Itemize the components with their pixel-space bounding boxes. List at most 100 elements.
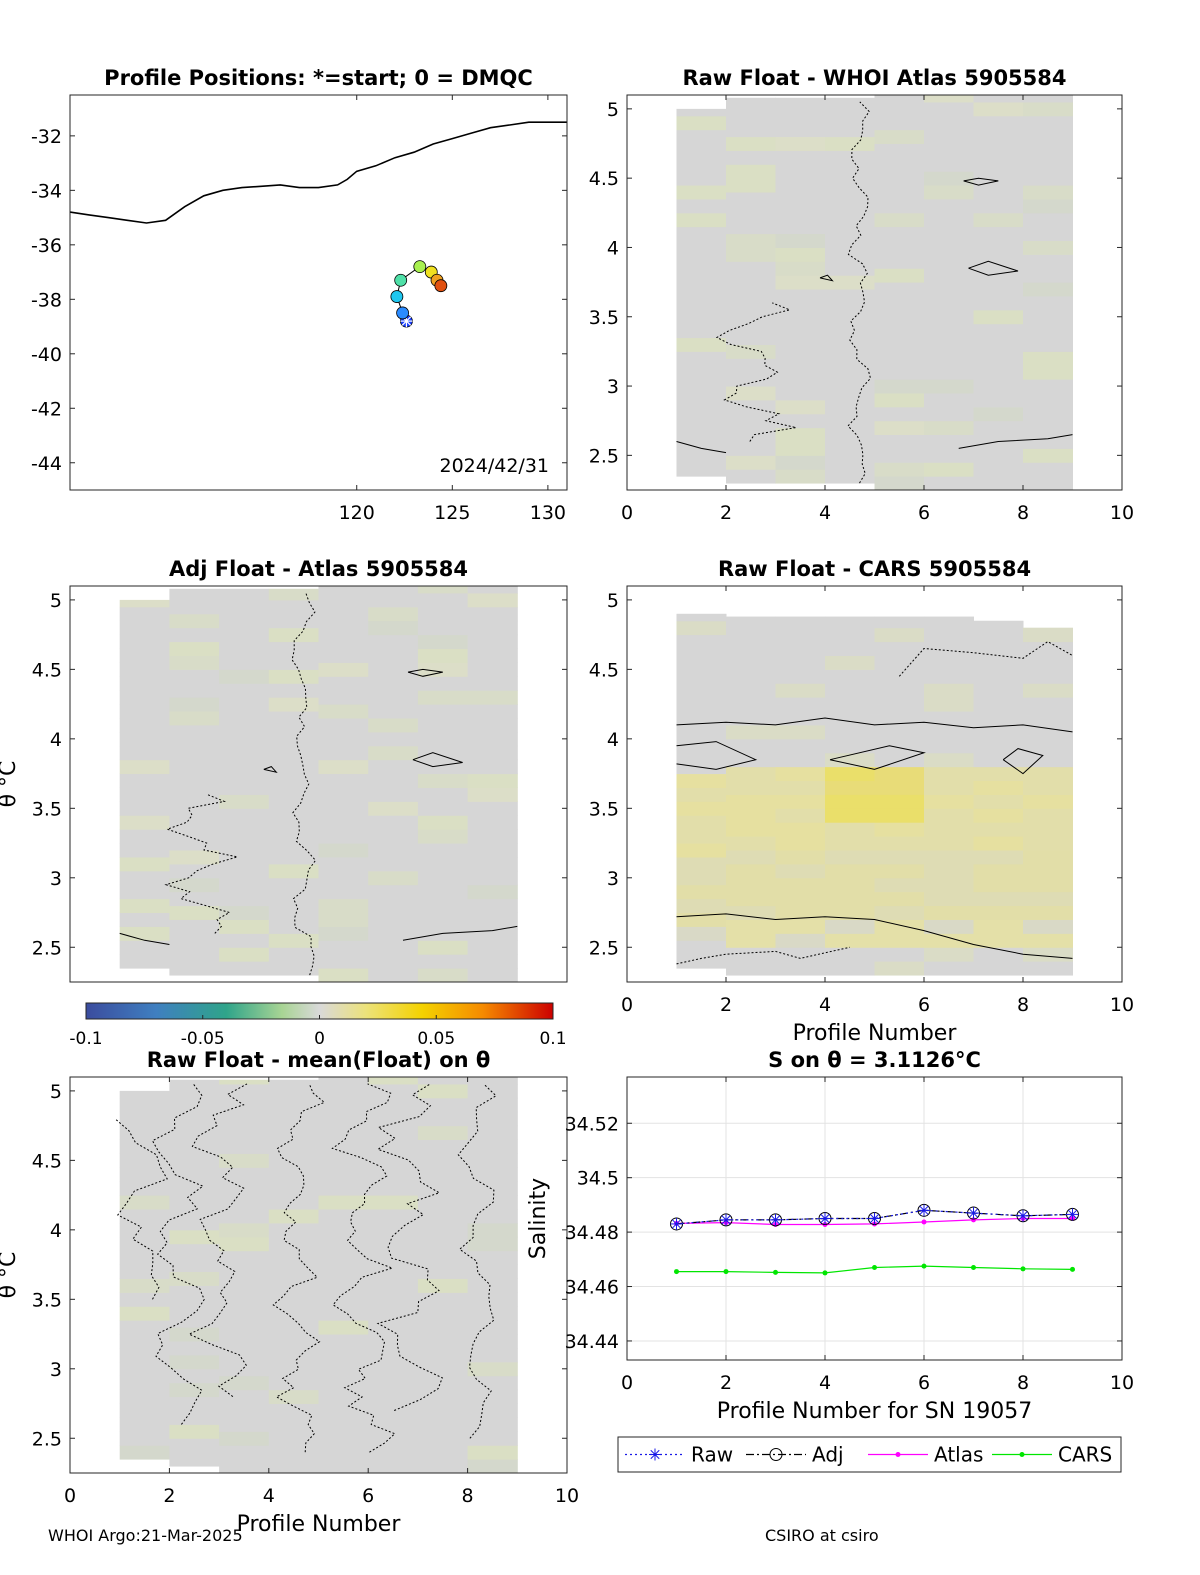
heatmap-cell bbox=[417, 1278, 469, 1293]
heatmap-cell bbox=[219, 1111, 270, 1127]
heatmap-cell bbox=[219, 808, 270, 823]
heatmap-cell bbox=[874, 337, 925, 352]
heatmap-cell bbox=[268, 794, 319, 809]
heatmap-cell bbox=[417, 620, 469, 636]
heatmap-cell bbox=[467, 1222, 518, 1238]
salinity-ytick-label: 34.48 bbox=[565, 1222, 619, 1244]
heatmap-cell bbox=[268, 933, 319, 948]
heatmap-cell bbox=[874, 282, 925, 297]
heatmap-cell bbox=[417, 1417, 469, 1432]
heatmap-cell bbox=[825, 711, 875, 726]
heatmap-cell bbox=[119, 1347, 170, 1363]
heatmap-cell bbox=[1023, 379, 1073, 394]
heatmap-cell bbox=[467, 1077, 518, 1085]
heatmap-cell bbox=[726, 836, 776, 851]
contour-line bbox=[829, 745, 926, 770]
panel-1-xtick-label: 6 bbox=[918, 502, 930, 524]
heatmap-cell bbox=[219, 752, 270, 768]
heatmap-cell bbox=[874, 240, 925, 255]
heatmap-cell bbox=[924, 185, 974, 200]
heatmap-cell bbox=[676, 829, 727, 844]
heatmap-cell bbox=[417, 1459, 469, 1474]
heatmap-cell bbox=[368, 1403, 419, 1418]
heatmap-cell bbox=[219, 1278, 270, 1293]
heatmap-cell bbox=[318, 829, 369, 844]
heatmap-cell bbox=[1023, 351, 1073, 366]
star-stroke bbox=[1018, 1211, 1028, 1221]
heatmap-cell bbox=[268, 599, 319, 615]
heatmap-cell bbox=[874, 683, 925, 698]
legend-marker bbox=[1019, 1452, 1025, 1457]
heatmap-cell bbox=[775, 752, 826, 768]
heatmap-cell bbox=[775, 150, 826, 165]
heatmap-cell bbox=[219, 1181, 270, 1196]
heatmap-cell bbox=[973, 226, 1024, 242]
heatmap-cell bbox=[268, 1459, 319, 1474]
heatmap-cell bbox=[973, 295, 1024, 311]
heatmap-cell bbox=[467, 620, 518, 636]
heatmap-cell bbox=[775, 808, 826, 823]
heatmap-cell bbox=[119, 1167, 170, 1182]
heatmap-cell bbox=[219, 724, 270, 740]
heatmap-cell bbox=[119, 1222, 170, 1238]
heatmap-cell bbox=[119, 1125, 170, 1141]
heatmap-cell bbox=[417, 1153, 469, 1168]
heatmap-cell bbox=[318, 898, 369, 914]
heatmap-cell bbox=[973, 337, 1024, 352]
heatmap-cell bbox=[775, 863, 826, 879]
heatmap-cell bbox=[318, 620, 369, 636]
heatmap-cell bbox=[1023, 919, 1073, 934]
panel-3-xtick-label: 6 bbox=[918, 994, 930, 1016]
heatmap-cell bbox=[825, 877, 875, 893]
contour-line bbox=[676, 741, 758, 770]
heatmap-cell bbox=[775, 669, 826, 684]
heatmap-cell bbox=[726, 192, 776, 207]
heatmap-cell bbox=[874, 794, 925, 809]
heatmap-cell bbox=[417, 745, 469, 761]
heatmap-cell bbox=[169, 1118, 220, 1134]
heatmap-cell bbox=[318, 690, 369, 705]
heatmap-cell bbox=[368, 870, 419, 886]
heatmap-cell bbox=[825, 275, 875, 290]
heatmap-cell bbox=[775, 655, 826, 670]
heatmap-cell bbox=[268, 1083, 319, 1099]
heatmap-cell bbox=[1023, 794, 1073, 809]
heatmap-cell bbox=[268, 1167, 319, 1182]
heatmap-cell bbox=[219, 850, 270, 865]
salinity-xtick-label: 4 bbox=[819, 1372, 831, 1394]
panel-3-ytick-label: 2.5 bbox=[589, 937, 619, 959]
heatmap-cell bbox=[368, 1250, 419, 1266]
heatmap-cell bbox=[874, 947, 925, 962]
heatmap-cell bbox=[318, 815, 369, 830]
heatmap-cell bbox=[973, 129, 1024, 145]
heatmap-cell bbox=[417, 662, 469, 677]
heatmap-cell bbox=[726, 905, 776, 920]
heatmap-cell bbox=[219, 655, 270, 670]
heatmap-cell bbox=[368, 1459, 419, 1474]
heatmap-cell bbox=[775, 330, 826, 345]
contour-line bbox=[407, 668, 443, 677]
heatmap-cell bbox=[676, 462, 727, 477]
heatmap-cell bbox=[924, 697, 974, 712]
heatmap-cell bbox=[973, 254, 1024, 269]
heatmap-cell bbox=[825, 164, 875, 179]
heatmap-cell bbox=[825, 178, 875, 193]
heatmap-cell bbox=[874, 226, 925, 242]
heatmap-cell bbox=[924, 947, 974, 962]
heatmap-cell bbox=[467, 1236, 518, 1252]
heatmap-cell bbox=[775, 961, 826, 976]
contour-line bbox=[164, 793, 238, 934]
heatmap-cell bbox=[726, 697, 776, 712]
heatmap-cell bbox=[825, 850, 875, 865]
heatmap-cell bbox=[318, 1077, 369, 1085]
heatmap-cell bbox=[417, 940, 469, 955]
heatmap-cell bbox=[417, 1222, 469, 1238]
point-raw bbox=[918, 1204, 930, 1217]
heatmap-cell bbox=[775, 683, 826, 698]
heatmap-cell bbox=[467, 1264, 518, 1279]
heatmap-cell bbox=[368, 926, 419, 941]
panel-1-ytick-label: 4 bbox=[607, 237, 619, 259]
heatmap-cell bbox=[825, 455, 875, 470]
heatmap-cell bbox=[775, 386, 826, 401]
heatmap-cell bbox=[973, 891, 1024, 907]
